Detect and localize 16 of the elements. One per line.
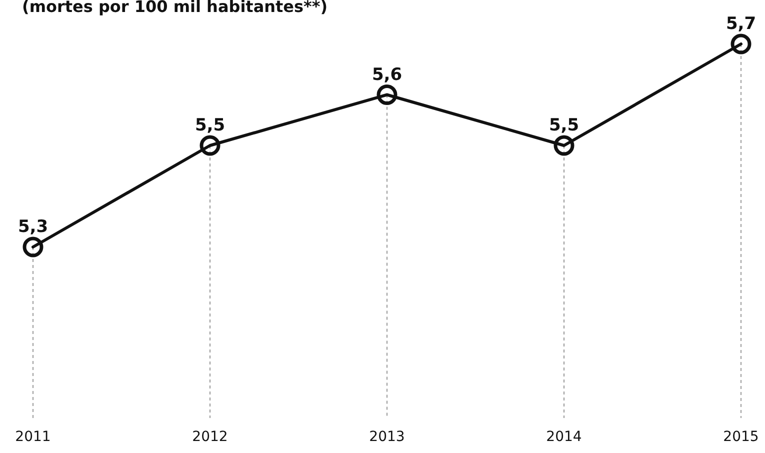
point (376, 84, 398, 105)
data-label: 5,5 (194, 116, 226, 136)
point (730, 34, 752, 54)
x-tick-label: 2012 (192, 429, 228, 445)
chart-subtitle: (mortes por 100 mil habitantes**) (22, 0, 328, 16)
point (554, 135, 574, 156)
x-tick-label: 2014 (546, 429, 582, 445)
data-label: 5,6 (372, 64, 402, 85)
point (22, 236, 44, 258)
data-label: 5,7 (726, 14, 756, 34)
data-label: 5,5 (548, 116, 580, 136)
x-tick-label: 2015 (723, 429, 759, 445)
point (200, 135, 220, 156)
data-label: 5,3 (18, 217, 48, 237)
x-tick-label: 2011 (15, 429, 51, 445)
x-tick-label: 2013 (369, 429, 405, 445)
